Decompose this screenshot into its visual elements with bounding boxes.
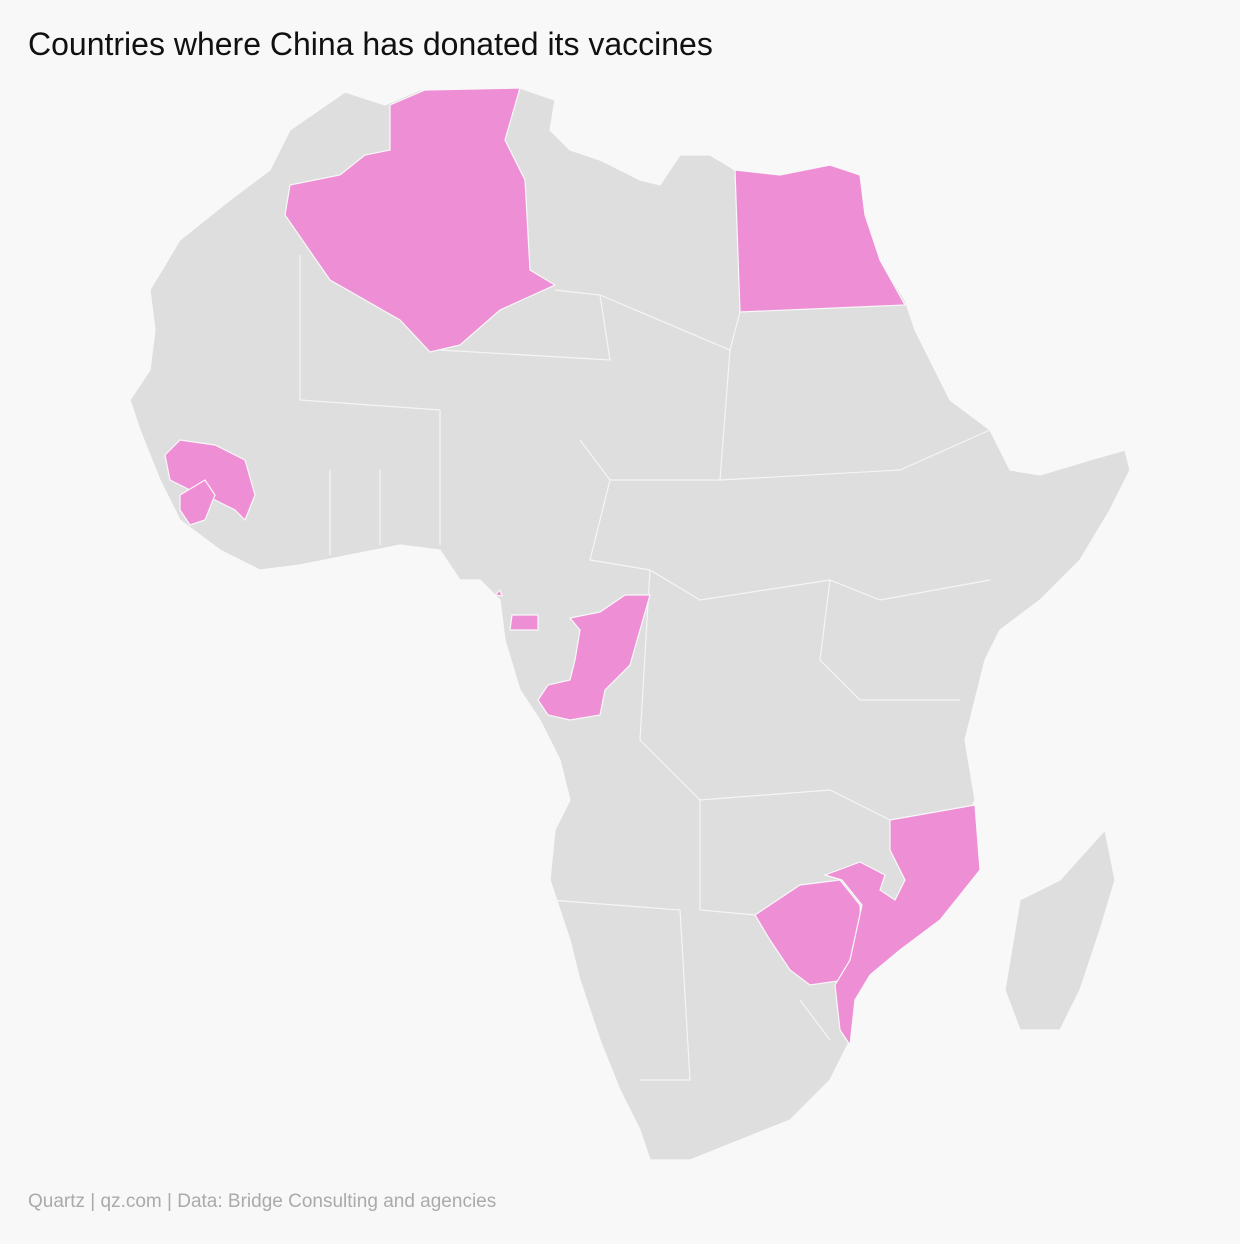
madagascar [1004,828,1116,1031]
egypt [734,164,906,313]
equatorial-guinea [493,588,539,631]
congo [537,594,651,721]
borders [299,255,991,1081]
source: Quartz | qz.com | Data: Bridge Consultin… [28,1191,497,1212]
algeria [284,87,557,353]
title: Countries where China has donated its va… [28,26,713,62]
guinea [164,439,256,522]
mozambique [823,804,981,1047]
sierra-leone [179,479,216,526]
